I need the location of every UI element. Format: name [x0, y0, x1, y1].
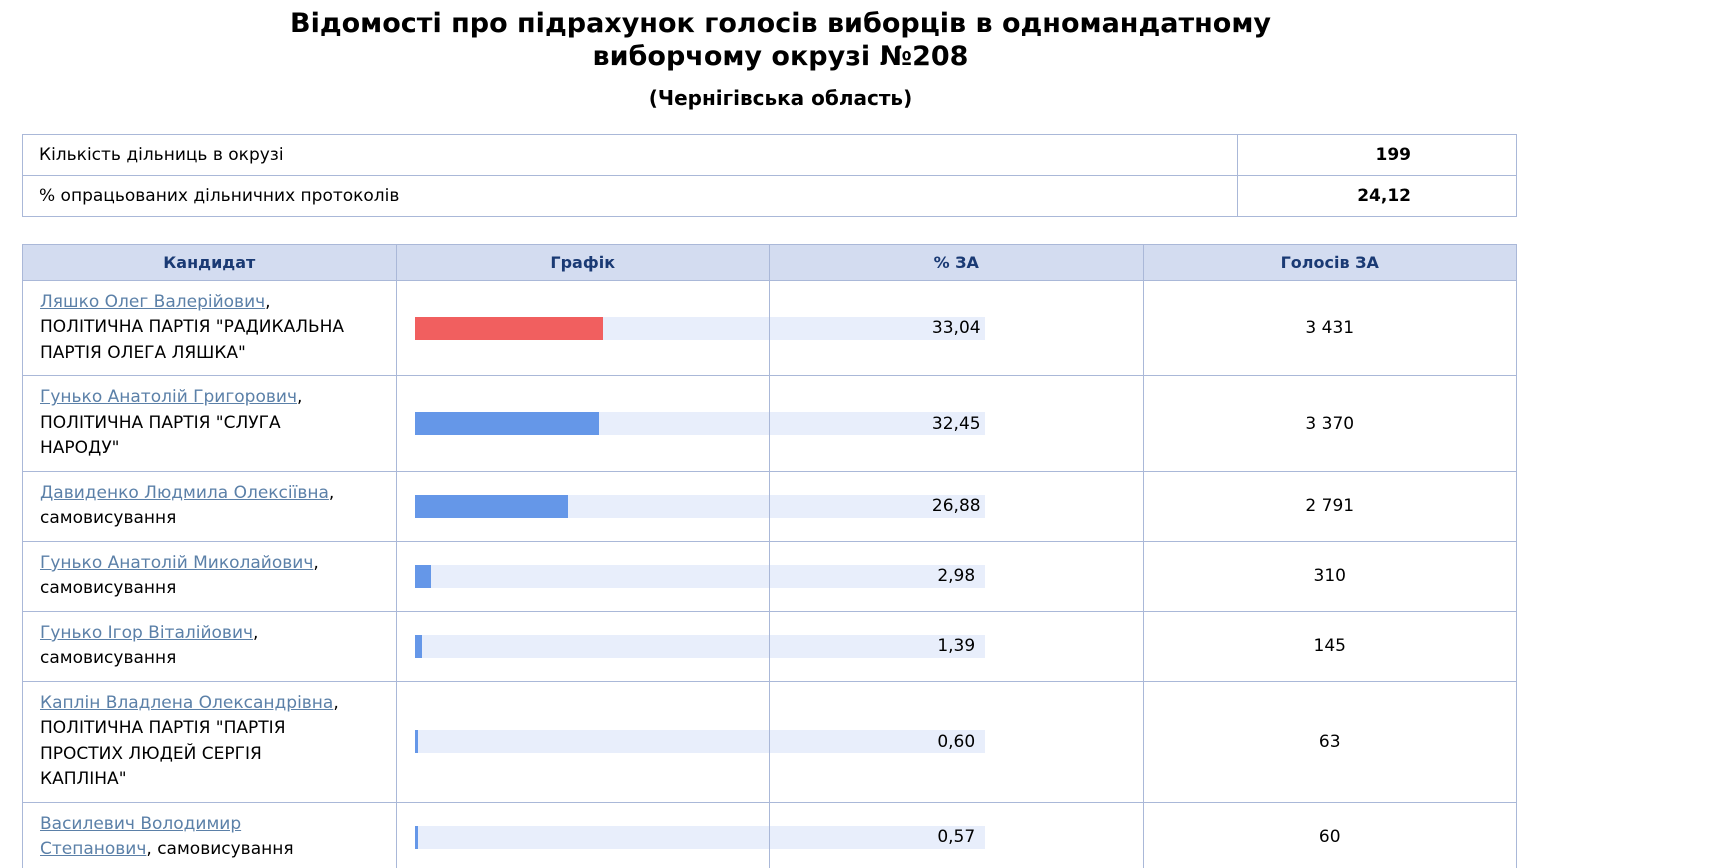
chart-cell [395, 279, 985, 377]
page-content: Відомості про підрахунок голосів виборці… [0, 8, 1539, 868]
summary-value: 199 [1237, 133, 1517, 176]
votes-cell: 145 [1142, 610, 1517, 682]
header-percent: % ЗА [769, 243, 1144, 281]
bar-fill [414, 316, 603, 340]
candidate-affiliation: , самовисування [40, 622, 259, 669]
votes-cell: 2 791 [1142, 470, 1517, 542]
votes-cell: 60 [1142, 801, 1517, 868]
candidate-link[interactable]: Гунько Анатолій Миколайович [40, 552, 314, 573]
chart-cell [395, 610, 985, 682]
header-candidate: Кандидат [22, 243, 397, 281]
summary-row: % опрацьованих дільничних протоколів 24,… [22, 174, 1517, 217]
header-chart: Графік [395, 243, 770, 281]
percent-cell: 2,98 [769, 540, 1144, 612]
percent-cell: 0,60 [769, 680, 1144, 803]
chart-cell [395, 375, 985, 472]
bar-fill [414, 494, 568, 518]
votes-cell: 310 [1142, 540, 1517, 612]
chart-cell [395, 680, 985, 803]
candidate-cell: Гунько Анатолій Миколайович, самовисуван… [22, 540, 397, 612]
candidate-affiliation: , ПОЛІТИЧНА ПАРТІЯ "СЛУГА НАРОДУ" [40, 387, 303, 459]
results-table: Кандидат Графік % ЗА Голосів ЗА Ляшко Ол… [22, 243, 1517, 868]
candidate-cell: Василевич Володимир Степанович, самовису… [22, 801, 397, 868]
results-body: Ляшко Олег Валерійович, ПОЛІТИЧНА ПАРТІЯ… [22, 279, 1517, 868]
candidate-link[interactable]: Ляшко Олег Валерійович [40, 291, 266, 312]
candidate-cell: Ляшко Олег Валерійович, ПОЛІТИЧНА ПАРТІЯ… [22, 279, 397, 377]
candidate-cell: Гунько Анатолій Григорович, ПОЛІТИЧНА ПА… [22, 375, 397, 472]
candidate-row: Гунько Анатолій Миколайович, самовисуван… [22, 540, 1517, 612]
chart-cell [395, 540, 985, 612]
bar-fill [414, 634, 423, 658]
candidate-row: Давиденко Людмила Олексіївна, самовисува… [22, 470, 1517, 542]
percent-cell: 26,88 [769, 470, 1144, 542]
bar-fill [414, 412, 600, 436]
percent-cell: 32,45 [769, 375, 1144, 472]
chart-cell [395, 470, 985, 542]
candidate-cell: Каплін Владлена Олександрівна, ПОЛІТИЧНА… [22, 680, 397, 803]
candidate-affiliation: , самовисування [40, 482, 335, 529]
page-subtitle: (Чернігівська область) [648, 85, 913, 110]
header-votes: Голосів ЗА [1142, 243, 1517, 281]
candidate-row: Гунько Анатолій Григорович, ПОЛІТИЧНА ПА… [22, 375, 1517, 472]
bar-fill [414, 564, 432, 588]
candidate-affiliation: , ПОЛІТИЧНА ПАРТІЯ "ПАРТІЯ ПРОСТИХ ЛЮДЕЙ… [40, 692, 339, 790]
results-header-row: Кандидат Графік % ЗА Голосів ЗА [22, 243, 1517, 281]
candidate-cell: Давиденко Людмила Олексіївна, самовисува… [22, 470, 397, 542]
percent-cell: 33,04 [769, 279, 1144, 377]
candidate-cell: Гунько Ігор Віталійович, самовисування [22, 610, 397, 682]
summary-value: 24,12 [1237, 174, 1517, 217]
candidate-affiliation: , самовисування [146, 839, 294, 860]
candidate-row: Василевич Володимир Степанович, самовису… [22, 801, 1517, 868]
candidate-row: Ляшко Олег Валерійович, ПОЛІТИЧНА ПАРТІЯ… [22, 279, 1517, 377]
candidate-link[interactable]: Василевич Володимир Степанович [40, 813, 242, 860]
candidate-row: Гунько Ігор Віталійович, самовисування 1,… [22, 610, 1517, 682]
candidate-link[interactable]: Гунько Анатолій Григорович [40, 387, 297, 408]
candidate-affiliation: , ПОЛІТИЧНА ПАРТІЯ "РАДИКАЛЬНА ПАРТІЯ ОЛ… [40, 291, 345, 363]
chart-cell [395, 801, 985, 868]
candidate-row: Каплін Владлена Олександрівна, ПОЛІТИЧНА… [22, 680, 1517, 803]
percent-cell: 0,57 [769, 801, 1144, 868]
summary-label: % опрацьованих дільничних протоколів [22, 174, 1238, 217]
candidate-link[interactable]: Давиденко Людмила Олексіївна [40, 482, 329, 503]
bar-fill [414, 825, 418, 849]
candidate-affiliation: , самовисування [40, 552, 319, 599]
votes-cell: 3 431 [1142, 279, 1517, 377]
votes-cell: 63 [1142, 680, 1517, 803]
percent-cell: 1,39 [769, 610, 1144, 682]
votes-cell: 3 370 [1142, 375, 1517, 472]
bar-fill [414, 730, 418, 754]
summary-label: Кількість дільниць в окрузі [22, 133, 1238, 176]
candidate-link[interactable]: Каплін Владлена Олександрівна [40, 692, 334, 713]
summary-row: Кількість дільниць в окрузі 199 [22, 133, 1517, 176]
candidate-link[interactable]: Гунько Ігор Віталійович [40, 622, 254, 643]
page-title: Відомості про підрахунок голосів виборці… [289, 8, 1271, 72]
summary-table: Кількість дільниць в окрузі 199 % опраць… [22, 133, 1517, 217]
